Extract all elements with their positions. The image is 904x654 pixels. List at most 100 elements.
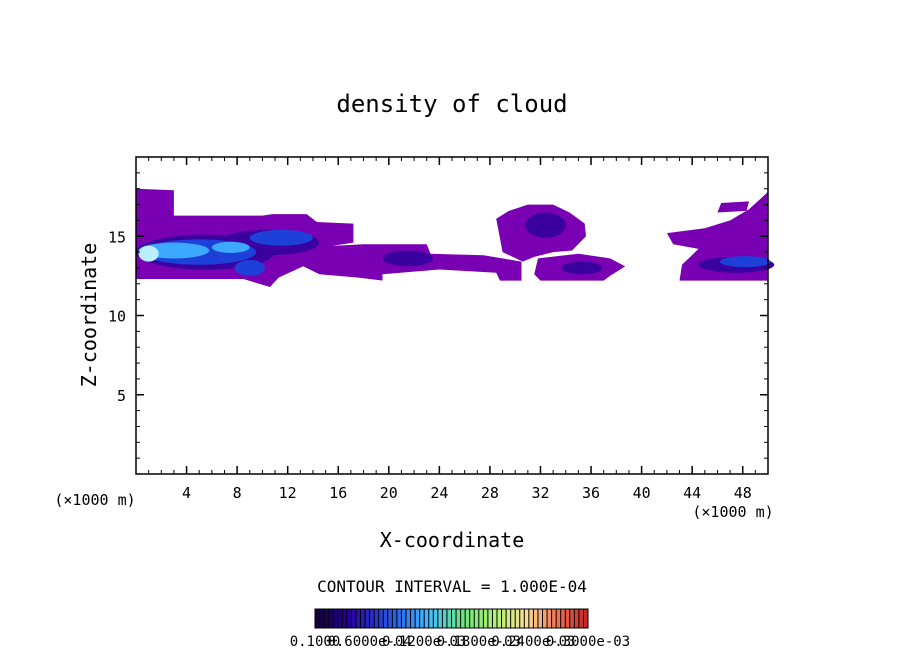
x-tick-label-36: 36 [582,484,600,502]
colorbar-swatch [419,609,425,628]
colorbar-swatch [315,609,320,628]
colorbar-swatch [328,609,334,628]
colorbar-swatch [528,609,534,628]
colorbar-swatch [401,609,406,628]
colorbar-swatch [410,609,416,628]
colorbar-swatch [442,609,447,628]
colorbar-swatch [497,609,502,628]
colorbar-swatch [560,609,566,628]
chart-title: density of cloud [336,90,567,118]
colorbar-swatch [556,609,561,628]
colorbar-swatch [392,609,397,628]
y-tick-label-5: 5 [117,387,126,405]
colorbar-swatch [574,609,579,628]
colorbar-swatch [492,609,497,628]
colorbar-swatch [355,609,361,628]
colorbar-swatch [319,609,325,628]
x-tick-label-4: 4 [182,484,191,502]
colorbar-swatch [542,609,548,628]
plot-frame [135,156,769,475]
contour-tower-core [525,212,566,238]
colorbar-swatch [506,609,511,628]
x-unit-left: (×1000 m) [54,491,135,509]
colorbar-swatch [465,609,470,628]
colorbar-swatch [510,609,516,628]
colorbar-label: 0.1800e-03 [437,634,521,650]
colorbar-swatch [456,609,461,628]
colorbar-label: 0.1000 [290,634,341,650]
x-unit-right: (×1000 m) [692,503,773,521]
x-tick-label-24: 24 [430,484,448,502]
colorbar [314,608,589,629]
colorbar-swatch [324,609,329,628]
contour-left-peak [138,245,159,262]
contour-central-core [382,250,434,267]
colorbar-swatch [406,609,411,628]
colorbar-swatch [346,609,352,628]
colorbar-swatch [333,609,338,628]
colorbar-labels: 0.10000.6000e-040.1200e-030.1800e-030.24… [290,634,630,650]
colorbar-swatch [483,609,488,628]
y-tick-label-15: 15 [108,228,126,246]
colorbar-label: 0.6000e-04 [327,634,411,650]
colorbar-swatch [537,609,543,628]
colorbar-swatch [501,609,507,628]
colorbar-swatch [565,609,570,628]
x-tick-label-12: 12 [279,484,297,502]
x-axis-label: X-coordinate [380,528,525,552]
colorbar-swatch [487,609,493,628]
colorbar-swatch [437,609,443,628]
colorbar-swatch [478,609,484,628]
contour-interval: CONTOUR INTERVAL = 1.000E-04 [317,577,587,596]
colorbar-swatch [383,609,388,628]
contour-right-mid [719,256,771,268]
colorbar-swatch [337,609,343,628]
x-tick-label-32: 32 [531,484,549,502]
colorbar-label: 0.2400e-03 [491,634,575,650]
colorbar-swatch [551,609,557,628]
x-tick-label-8: 8 [233,484,242,502]
contour-right-band-core [561,261,603,275]
colorbar-swatch [396,609,402,628]
colorbar-frame [314,608,589,629]
colorbar-swatch [342,609,347,628]
colorbar-swatch [446,609,452,628]
colorbar-swatch [428,609,434,628]
contour-fleck-gap [670,233,680,240]
x-tick-label-48: 48 [734,484,752,502]
colorbar-swatch [524,609,529,628]
x-tick-label-44: 44 [683,484,701,502]
colorbar-swatch [365,609,370,628]
colorbar-swatch [424,609,429,628]
colorbar-swatch [533,609,538,628]
colorbar-swatch [460,609,466,628]
contour-field [136,188,775,287]
colorbar-swatch [578,609,584,628]
colorbar-label: 0.3000e-03 [546,634,630,650]
colorbar-swatch [583,609,588,628]
colorbar-swatch [547,609,552,628]
x-tick-label-40: 40 [633,484,651,502]
colorbar-swatch [378,609,384,628]
colorbar-swatch [360,609,366,628]
colorbar-swatch [387,609,393,628]
colorbar-swatch [469,609,475,628]
colorbar-label: 0.1200e-03 [382,634,466,650]
y-tick-label-10: 10 [108,308,126,326]
colorbar-swatch [519,609,525,628]
colorbar-swatch [351,609,356,628]
contour-left-high-2 [211,241,250,253]
colorbar-swatch [433,609,438,628]
x-tick-label-28: 28 [481,484,499,502]
colorbar-swatch [369,609,375,628]
colorbar-swatch [569,609,575,628]
contour-fleck-right [717,201,749,213]
colorbar-swatch [451,609,457,628]
colorbar-swatch [374,609,379,628]
contour-left-lower-mid [234,260,265,276]
y-axis-label: Z-coordinate [77,243,101,388]
colorbar-swatch [515,609,520,628]
colorbar-swatch [415,609,420,628]
